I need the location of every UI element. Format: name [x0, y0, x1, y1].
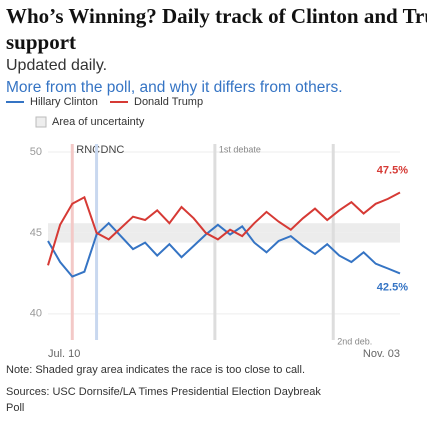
- event-label: DNC: [101, 144, 125, 156]
- chart-title: Who’s Winning? Daily track of Clinton an…: [6, 4, 427, 54]
- x-tick-label: Nov. 03: [363, 348, 400, 360]
- uncertainty-label: Area of uncertainty: [52, 116, 145, 128]
- y-tick-label: 40: [30, 308, 42, 320]
- event-line: [331, 144, 335, 340]
- note: Note: Shaded gray area indicates the rac…: [6, 364, 305, 376]
- y-tick-label: 45: [30, 227, 42, 239]
- series-line: [47, 191, 401, 266]
- event-label: 1st debate: [219, 144, 261, 154]
- event-line: [213, 144, 217, 340]
- legend: Hillary Clinton Donald Trump: [6, 96, 203, 108]
- event-line: [70, 144, 74, 340]
- legend-label: Donald Trump: [134, 96, 203, 108]
- legend-label: Hillary Clinton: [30, 96, 98, 108]
- y-tick-label: 50: [30, 146, 42, 158]
- uncertainty-swatch: [35, 116, 47, 128]
- event-line: [95, 144, 99, 340]
- link[interactable]: More from the poll, and why it differs f…: [6, 79, 343, 96]
- end-label: 47.5%: [377, 164, 408, 176]
- event-label: RNC: [76, 144, 100, 156]
- end-label: 42.5%: [377, 281, 408, 293]
- source: Poll: [6, 402, 24, 414]
- series-line: [47, 221, 401, 278]
- event-label: 2nd deb.: [337, 336, 372, 346]
- x-tick-label: Jul. 10: [48, 348, 80, 360]
- source: Sources: USC Dornsife/LA Times President…: [6, 386, 321, 398]
- subtitle: Updated daily.: [6, 57, 107, 74]
